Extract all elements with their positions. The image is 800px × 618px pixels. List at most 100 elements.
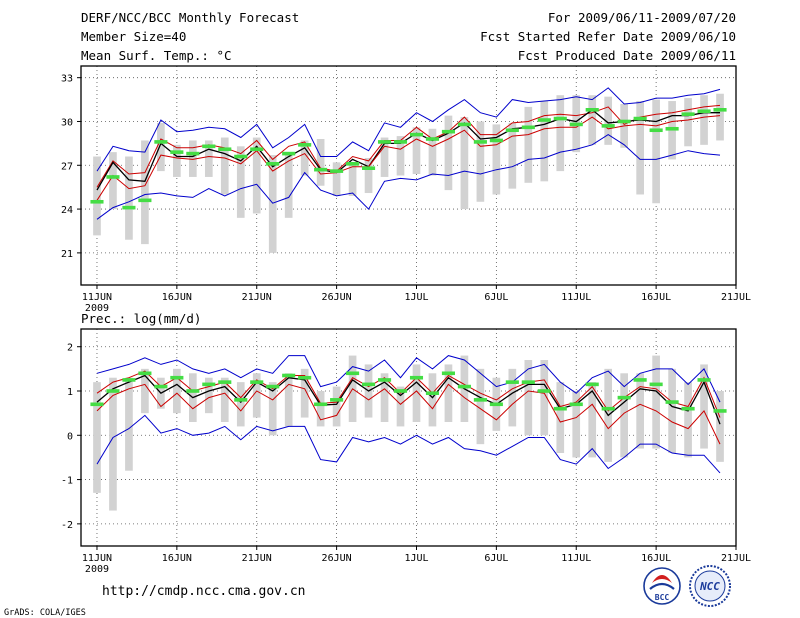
temp-range-bar	[396, 136, 405, 176]
temp-observed-mark	[122, 205, 136, 210]
temp-range-bar	[348, 165, 357, 196]
temp-observed-mark	[697, 109, 711, 114]
temp-observed-mark	[521, 125, 535, 130]
temp-xtick-label: 16JUN	[162, 292, 192, 303]
temp-range-bar	[460, 117, 469, 210]
member-size: Member Size=40	[81, 29, 186, 44]
precip-year-label: 2009	[85, 564, 109, 575]
temp-range-bar	[332, 162, 341, 196]
precip-observed-mark	[601, 406, 615, 411]
temp-observed-mark	[713, 108, 727, 112]
temp-observed-mark	[441, 129, 455, 134]
temp-observed-mark	[314, 167, 328, 172]
temp-range-bar	[157, 122, 165, 172]
temperature-plot-frame	[80, 65, 737, 286]
precip-range-bar	[412, 364, 421, 422]
precip-panel-title: Prec.: log(mm/d)	[81, 311, 201, 326]
precip-observed-mark	[377, 378, 392, 382]
temp-ytick-label: 27	[61, 161, 73, 172]
temp-observed-mark	[585, 108, 599, 112]
temperature-series-lines	[96, 87, 721, 220]
temp-range-bar	[204, 140, 213, 177]
precip-range-bar	[716, 391, 724, 462]
temp-ytick-label: 33	[61, 74, 73, 85]
temp-observed-mark	[601, 124, 615, 128]
temp-observed-mark	[569, 122, 583, 127]
precipitation-plot-frame	[80, 328, 737, 547]
precip-range-bar	[556, 382, 565, 453]
precip-ensemble-min-line	[96, 414, 721, 474]
precip-observed-mark	[250, 380, 264, 384]
temp-range-bar	[93, 156, 101, 236]
forecast-period: For 2009/06/11-2009/07/20	[548, 10, 736, 25]
temp-range-bar	[604, 96, 613, 145]
temp-range-bar	[300, 140, 309, 176]
precip-observed-mark	[521, 380, 535, 384]
temp-observed-mark	[266, 162, 280, 166]
precip-range-bar	[636, 373, 644, 449]
temp-ytick-label: 21	[61, 249, 73, 260]
temp-ytick-label: 24	[61, 205, 73, 216]
precip-range-bar	[316, 391, 325, 427]
temp-range-bar	[636, 101, 644, 195]
bcc-logo-text: BCC	[655, 593, 670, 602]
precip-observed-mark	[473, 398, 487, 402]
temp-xtick-label: 21JUN	[242, 292, 272, 303]
precip-observed-mark	[393, 389, 408, 393]
temperature-range-bars	[93, 93, 724, 253]
precip-range-bar	[173, 368, 181, 414]
precip-observed-mark	[505, 380, 519, 384]
temp-range-bar	[556, 95, 565, 172]
temp-year-label: 2009	[85, 303, 109, 314]
temp-observed-mark	[473, 140, 487, 144]
precip-range-bar	[700, 364, 708, 449]
precip-range-bar	[252, 373, 261, 418]
temp-range-bar	[476, 121, 485, 202]
precip-observed-mark	[266, 384, 280, 389]
footer-url: http://cmdp.ncc.cma.gov.cn	[102, 584, 306, 599]
precip-observed-mark	[681, 406, 695, 411]
grads-credit: GrADS: COLA/IGES	[4, 608, 86, 618]
temp-observed-mark	[250, 147, 264, 152]
precip-ytick-label: 2	[67, 343, 73, 354]
temp-observed-mark	[457, 122, 471, 127]
temp-observed-mark	[425, 137, 440, 141]
precip-ytick-label: 1	[67, 387, 73, 398]
precip-observed-mark	[537, 389, 551, 393]
temp-ensemble-max-line	[96, 87, 721, 172]
precip-ensemble-max-line	[96, 355, 721, 403]
precip-range-bar	[204, 377, 213, 414]
temp-range-bar	[700, 95, 708, 145]
precip-range-bar	[300, 368, 309, 418]
temp-range-bar	[236, 146, 245, 218]
precip-range-bar	[284, 373, 293, 427]
ncc-logo-text: NCC	[699, 580, 720, 593]
precip-observed-mark	[202, 382, 216, 387]
temp-observed-mark	[633, 116, 647, 121]
precip-ytick-label: -2	[61, 520, 73, 531]
temp-range-bar	[444, 115, 453, 191]
precip-observed-mark	[553, 406, 567, 411]
temp-observed-mark	[234, 154, 248, 159]
precip-ytick-label: -1	[61, 476, 73, 487]
temp-xtick-label: 11JUL	[561, 292, 591, 303]
precip-range-bar	[588, 382, 597, 458]
temp-observed-mark	[90, 199, 104, 204]
precip-range-bar	[236, 382, 245, 427]
temperature-axis-labels: 21 24 27 30 33 11JUN 16JUN 21JUN 26JUN 1JUL 6JUL 11…	[61, 74, 751, 314]
precip-observed-mark	[282, 373, 296, 378]
temp-observed-mark	[330, 169, 344, 173]
precip-xtick-label: 16JUL	[641, 553, 671, 564]
precip-observed-mark	[122, 378, 136, 382]
precip-range-bar	[668, 368, 676, 453]
temp-range-bar	[508, 122, 517, 189]
precip-observed-mark	[713, 409, 727, 413]
precip-range-bar	[220, 377, 229, 422]
temp-observed-mark	[649, 128, 663, 133]
temp-observed-mark	[106, 175, 120, 179]
temp-range-bar	[188, 140, 197, 177]
precip-observed-mark	[697, 378, 711, 382]
precip-observed-mark	[569, 402, 583, 407]
precip-range-bar	[652, 355, 660, 449]
